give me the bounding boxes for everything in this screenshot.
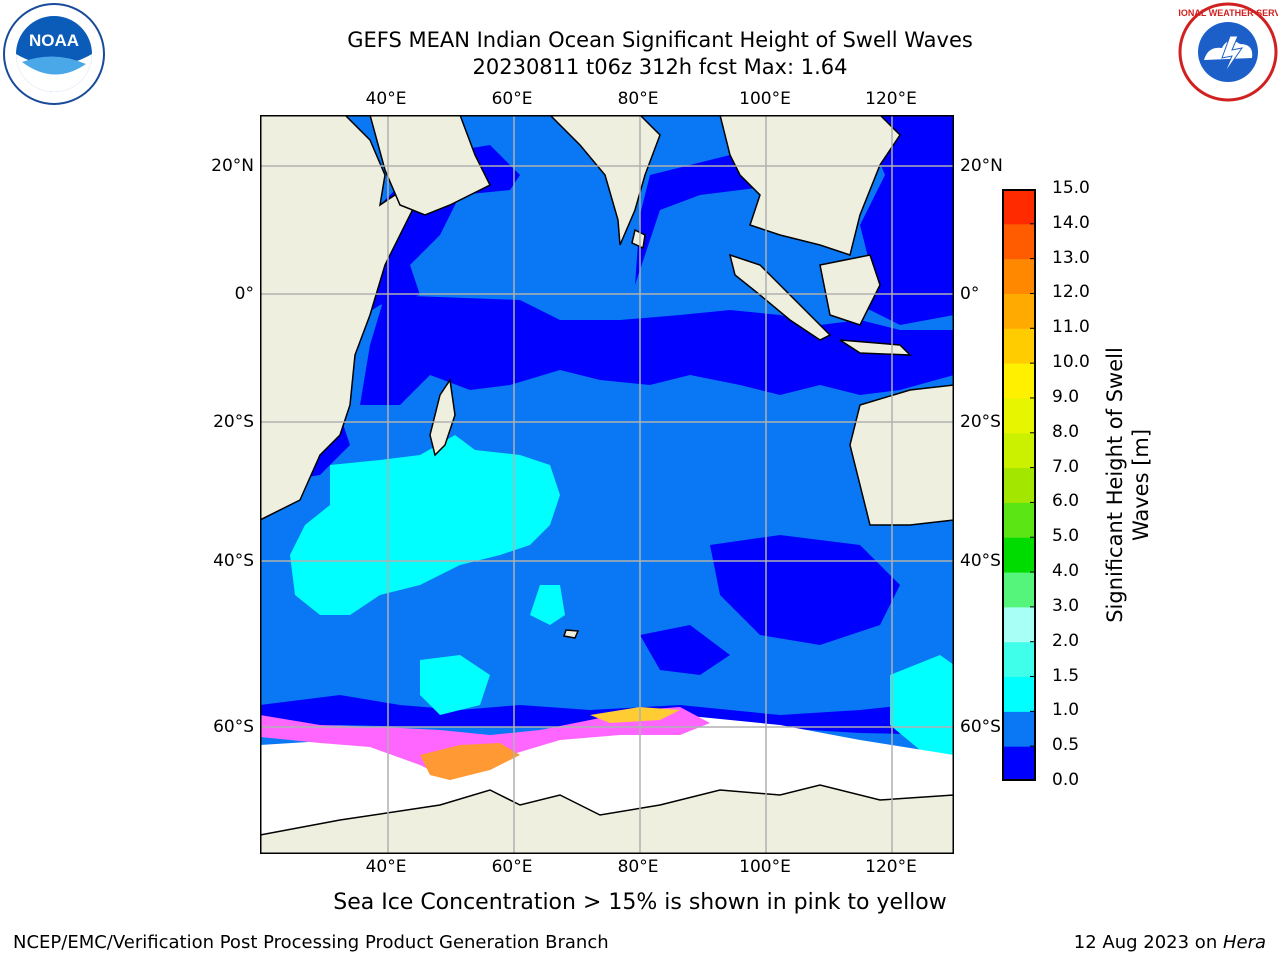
land-masses — [260, 115, 954, 854]
lon-tick-top: 40°E — [365, 89, 407, 109]
colorbar-label: 13.0 — [1052, 247, 1090, 268]
colorbar — [1002, 189, 1036, 781]
colorbar-label: 1.5 — [1052, 665, 1080, 686]
lon-tick-bottom: 100°E — [739, 857, 791, 877]
colorbar-segment — [1002, 676, 1036, 712]
colorbar-label: 3.0 — [1052, 595, 1080, 616]
colorbar-label: 5.0 — [1052, 526, 1080, 547]
lon-tick-bottom: 40°E — [365, 857, 407, 877]
ice-edge-yellow — [590, 707, 680, 723]
colorbar-label: 6.0 — [1052, 491, 1080, 512]
colorbar-label: 8.0 — [1052, 421, 1080, 442]
nws-logo: NATIONAL WEATHER SERVICE — [1178, 2, 1278, 102]
lat-tick-left: 20°S — [213, 412, 254, 432]
lat-tick-left: 20°N — [211, 156, 254, 176]
lat-tick-right: 60°S — [960, 717, 1001, 737]
colorbar-label: 0.0 — [1052, 770, 1080, 790]
colorbar-segment — [1002, 293, 1036, 329]
noaa-logo-text: NOAA — [29, 31, 79, 50]
colorbar-segment — [1002, 537, 1036, 573]
colorbar-label: 10.0 — [1052, 352, 1090, 373]
lon-tick-bottom: 60°E — [491, 857, 533, 877]
colorbar-segment — [1002, 223, 1036, 260]
colorbar-frame — [1002, 189, 1036, 781]
colorbar-label: 1.0 — [1052, 700, 1080, 721]
colorbar-segment — [1002, 746, 1036, 781]
lat-tick-left: 60°S — [213, 717, 254, 737]
colorbar-label: 12.0 — [1052, 282, 1090, 303]
colorbar-label: 9.0 — [1052, 386, 1080, 407]
noaa-logo: NOAA — [3, 3, 105, 105]
colorbar-segment — [1002, 189, 1036, 225]
colorbar-title-line1: Significant Height of Swell — [1103, 347, 1127, 623]
lat-tick-right: 20°S — [960, 412, 1001, 432]
high-swell-regions — [290, 435, 954, 755]
footer-organization: NCEP/EMC/Verification Post Processing Pr… — [13, 932, 609, 953]
footer-host: Hera — [1222, 932, 1266, 953]
ice-edge-orange — [420, 743, 520, 780]
chart-title: GEFS MEAN Indian Ocean Significant Heigh… — [347, 28, 973, 52]
lat-tick-right: 20°N — [960, 156, 1003, 176]
colorbar-label: 14.0 — [1052, 212, 1090, 233]
lat-tick-right: 40°S — [960, 551, 1001, 571]
lat-tick-right: 0° — [960, 284, 980, 304]
lon-tick-top: 80°E — [617, 89, 659, 109]
colorbar-segment — [1002, 502, 1036, 538]
footer-date: 12 Aug 2023 on Hera — [1074, 932, 1266, 953]
colorbar-segment — [1002, 432, 1036, 469]
colorbar-segment — [1002, 606, 1036, 643]
colorbar-segment — [1002, 397, 1036, 434]
colorbar-segment — [1002, 711, 1036, 747]
colorbar-label: 4.0 — [1052, 561, 1080, 582]
colorbar-label: 15.0 — [1052, 178, 1090, 198]
colorbar-segment — [1002, 572, 1036, 608]
colorbar-label: 0.5 — [1052, 735, 1080, 756]
lon-tick-top: 100°E — [739, 89, 791, 109]
lon-tick-bottom: 120°E — [865, 857, 917, 877]
colorbar-segment — [1002, 258, 1036, 294]
lat-tick-left: 40°S — [213, 551, 254, 571]
map-frame — [260, 115, 954, 854]
swell-height-map — [260, 115, 954, 854]
graticule — [260, 115, 954, 854]
colorbar-label: 11.0 — [1052, 317, 1090, 338]
colorbar-segment — [1002, 641, 1036, 678]
chart-subtitle: 20230811 t06z 312h fcst Max: 1.64 — [472, 55, 848, 79]
colorbar-segment — [1002, 467, 1036, 503]
lon-tick-top: 120°E — [865, 89, 917, 109]
lon-tick-bottom: 80°E — [617, 857, 659, 877]
lon-tick-top: 60°E — [491, 89, 533, 109]
footer-date-text: 12 Aug 2023 on — [1073, 932, 1223, 953]
colorbar-label: 7.0 — [1052, 456, 1080, 477]
colorbar-segment — [1002, 328, 1036, 364]
sea-ice-note: Sea Ice Concentration > 15% is shown in … — [333, 890, 947, 915]
lat-tick-left: 0° — [234, 284, 254, 304]
colorbar-label: 2.0 — [1052, 630, 1080, 651]
colorbar-segment — [1002, 363, 1036, 399]
colorbar-title-line2: Waves [m] — [1129, 428, 1153, 542]
ice-edge-pink — [260, 707, 710, 780]
nws-logo-text: NATIONAL WEATHER SERVICE — [1178, 8, 1278, 18]
